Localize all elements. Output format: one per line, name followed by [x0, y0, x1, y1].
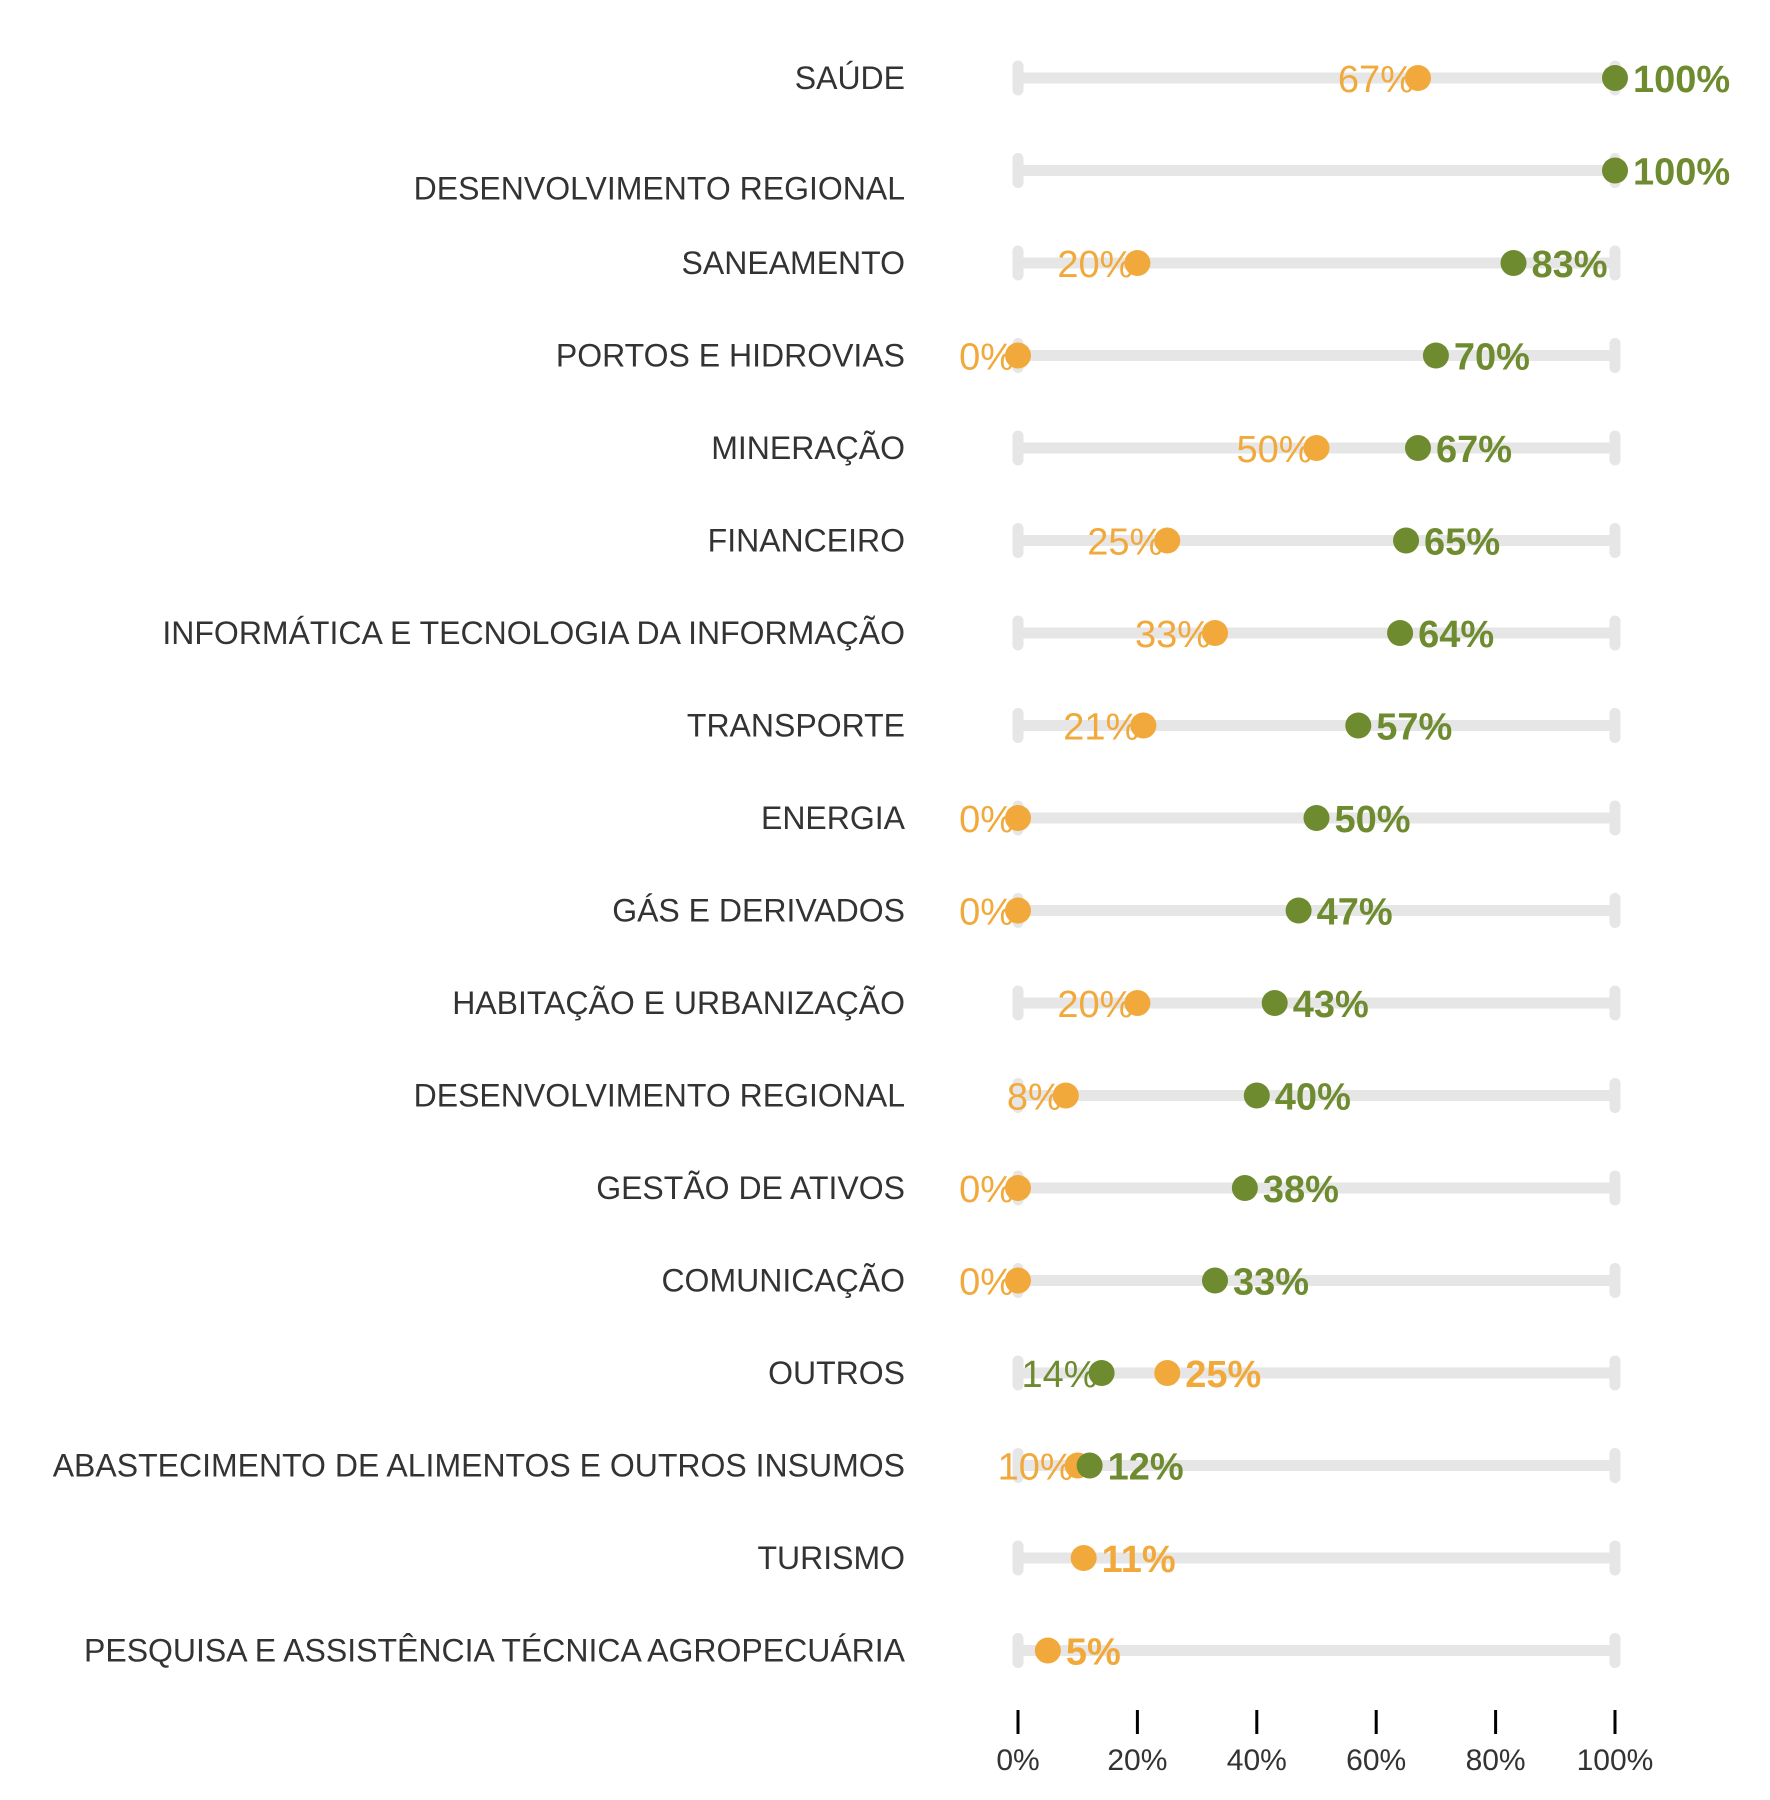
green-value-label: 40%	[1275, 1077, 1351, 1119]
x-tick-label: 0%	[996, 1744, 1039, 1777]
orange-value-label: 0%	[959, 337, 1014, 379]
category-label: GÁS E DERIVADOS	[612, 893, 905, 929]
category-label: DESENVOLVIMENTO REGIONAL	[414, 171, 905, 207]
orange-dot	[1404, 65, 1431, 91]
orange-dot	[1005, 1175, 1031, 1201]
x-tick-label: 100%	[1577, 1744, 1654, 1777]
category-label: GESTÃO DE ATIVOS	[596, 1170, 905, 1206]
green-value-label: 65%	[1424, 522, 1500, 564]
orange-value-label: 25%	[1185, 1354, 1261, 1396]
green-dot	[1387, 620, 1414, 646]
category-label: HABITAÇÃO E URBANIZAÇÃO	[452, 985, 905, 1021]
category-label: DESENVOLVIMENTO REGIONAL	[414, 1078, 905, 1114]
category-label: COMUNICAÇÃO	[661, 1263, 905, 1299]
orange-dot	[1005, 342, 1031, 369]
orange-value-label: 50%	[1236, 429, 1312, 471]
category-label: OUTROS	[768, 1355, 905, 1391]
green-value-label: 67%	[1436, 429, 1512, 471]
green-value-label: 83%	[1532, 244, 1608, 286]
orange-dot	[1124, 250, 1151, 276]
orange-value-label: 0%	[959, 1169, 1014, 1211]
orange-value-label: 5%	[1066, 1632, 1121, 1674]
green-dot	[1303, 805, 1330, 831]
category-label: SANEAMENTO	[682, 245, 905, 281]
green-dot	[1422, 342, 1449, 369]
green-dot	[1602, 157, 1628, 184]
green-value-label: 100%	[1633, 59, 1730, 101]
category-label: ABASTECIMENTO DE ALIMENTOS E OUTROS INSU…	[53, 1448, 905, 1484]
orange-value-label: 10%	[998, 1447, 1074, 1489]
x-tick-label: 20%	[1107, 1744, 1167, 1777]
category-label: TRANSPORTE	[687, 708, 905, 744]
category-label: TURISMO	[757, 1540, 905, 1576]
orange-dot	[1005, 805, 1031, 831]
category-label: MINERAÇÃO	[711, 430, 905, 466]
orange-dot	[1154, 1360, 1181, 1386]
category-label: SAÚDE	[795, 60, 905, 96]
category-label: PORTOS E HIDROVIAS	[556, 338, 905, 374]
green-value-label: 38%	[1263, 1169, 1339, 1211]
category-label: ENERGIA	[761, 800, 906, 836]
orange-dot	[1005, 1267, 1031, 1294]
orange-dot	[1052, 1082, 1079, 1109]
orange-dot	[1130, 712, 1157, 739]
orange-value-label: 20%	[1057, 984, 1133, 1026]
green-dot	[1345, 712, 1372, 739]
orange-dot	[1202, 620, 1229, 646]
green-value-label: 57%	[1376, 707, 1452, 749]
orange-value-label: 11%	[1102, 1539, 1176, 1581]
orange-value-label: 33%	[1135, 614, 1211, 656]
orange-dot	[1034, 1637, 1061, 1664]
green-dot	[1404, 435, 1431, 461]
green-dot	[1261, 990, 1288, 1016]
orange-value-label: 0%	[959, 892, 1014, 934]
x-tick-label: 40%	[1227, 1744, 1287, 1777]
green-dot	[1243, 1082, 1270, 1109]
orange-dot	[1005, 897, 1031, 924]
green-value-label: 43%	[1293, 984, 1369, 1026]
orange-dot	[1124, 990, 1151, 1016]
green-value-label: 14%	[1022, 1354, 1098, 1396]
green-value-label: 33%	[1233, 1262, 1309, 1304]
orange-value-label: 67%	[1338, 59, 1414, 101]
x-tick-label: 80%	[1466, 1744, 1526, 1777]
orange-value-label: 25%	[1087, 522, 1163, 564]
orange-value-label: 8%	[1007, 1077, 1062, 1119]
green-dot	[1088, 1360, 1115, 1386]
green-value-label: 50%	[1335, 799, 1411, 841]
green-dot	[1393, 527, 1420, 554]
green-dot	[1076, 1452, 1103, 1479]
green-dot	[1285, 897, 1312, 924]
category-label: PESQUISA E ASSISTÊNCIA TÉCNICA AGROPECUÁ…	[84, 1633, 906, 1669]
green-value-label: 12%	[1108, 1447, 1184, 1489]
category-label: FINANCEIRO	[708, 523, 905, 559]
green-dot	[1602, 65, 1628, 91]
orange-value-label: 0%	[959, 1262, 1014, 1304]
green-dot	[1500, 250, 1527, 276]
green-value-label: 64%	[1418, 614, 1494, 656]
x-tick-label: 60%	[1346, 1744, 1406, 1777]
green-value-label: 70%	[1454, 337, 1530, 379]
orange-value-label: 21%	[1063, 707, 1139, 749]
orange-dot	[1070, 1545, 1097, 1571]
green-value-label: 100%	[1633, 152, 1730, 194]
green-dot	[1231, 1175, 1258, 1201]
orange-value-label: 0%	[959, 799, 1014, 841]
orange-dot	[1154, 527, 1181, 554]
orange-dot	[1303, 435, 1330, 461]
category-label: INFORMÁTICA E TECNOLOGIA DA INFORMAÇÃO	[162, 615, 905, 651]
green-dot	[1202, 1267, 1229, 1294]
green-value-label: 47%	[1317, 892, 1393, 934]
orange-value-label: 20%	[1057, 244, 1133, 286]
